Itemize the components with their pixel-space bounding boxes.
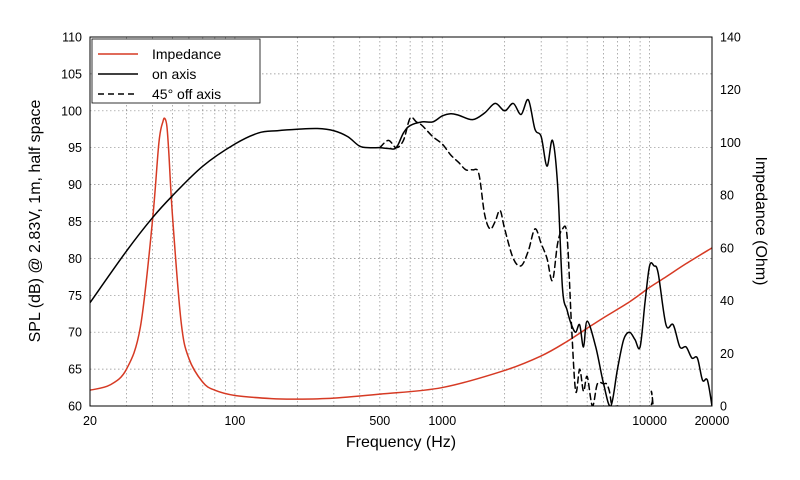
legend-label-on-axis: on axis — [152, 66, 196, 82]
y-left-axis-ticks: 60 65 70 75 80 85 90 95 100 105 110 — [61, 31, 82, 414]
y-left-tick-label: 75 — [68, 289, 82, 303]
y-right-tick-label: 80 — [720, 189, 734, 203]
y-right-axis-ticks: 0 20 40 60 80 100 120 140 — [720, 31, 741, 414]
y-right-axis-label: Impedance (Ohm) — [752, 157, 769, 286]
legend: Impedance on axis 45° off axis — [91, 38, 261, 104]
x-tick-label: 10000 — [632, 414, 667, 428]
x-axis-label: Frequency (Hz) — [346, 434, 456, 451]
y-left-tick-label: 85 — [68, 215, 82, 229]
y-left-tick-label: 70 — [68, 326, 82, 340]
y-left-tick-label: 90 — [68, 178, 82, 192]
y-left-tick-label: 65 — [68, 363, 82, 377]
y-right-tick-label: 0 — [720, 400, 727, 414]
y-right-tick-label: 40 — [720, 294, 734, 308]
y-right-tick-label: 60 — [720, 241, 734, 255]
plot-frame — [89, 36, 713, 407]
y-right-tick-label: 120 — [720, 83, 741, 97]
series-line-impedance — [90, 117, 712, 400]
y-left-tick-label: 60 — [68, 400, 82, 414]
y-left-tick-label: 105 — [61, 67, 82, 81]
x-tick-label: 500 — [369, 414, 390, 428]
x-axis-ticks: 20 100 500 1000 10000 20000 — [83, 414, 729, 428]
x-tick-label: 20 — [83, 414, 97, 428]
plot-area — [90, 98, 712, 406]
grid-lines — [90, 37, 712, 406]
y-left-tick-label: 110 — [62, 31, 82, 45]
x-tick-label: 20000 — [695, 414, 730, 428]
y-left-tick-label: 100 — [61, 104, 82, 118]
y-left-axis-label: SPL (dB) @ 2.83V, 1m, half space — [27, 100, 44, 343]
x-tick-label: 100 — [224, 414, 245, 428]
legend-label-impedance: Impedance — [152, 46, 221, 62]
y-right-tick-label: 140 — [720, 31, 741, 45]
y-left-tick-label: 80 — [68, 252, 82, 266]
series-line-on-axis — [90, 98, 712, 406]
y-right-tick-label: 100 — [720, 136, 741, 150]
x-tick-label: 1000 — [428, 414, 456, 428]
series-line-45-off-axis — [379, 116, 654, 406]
y-right-tick-label: 20 — [720, 347, 734, 361]
y-left-tick-label: 95 — [68, 141, 82, 155]
legend-label-45-off-axis: 45° off axis — [152, 86, 221, 102]
legend-box — [91, 38, 261, 104]
